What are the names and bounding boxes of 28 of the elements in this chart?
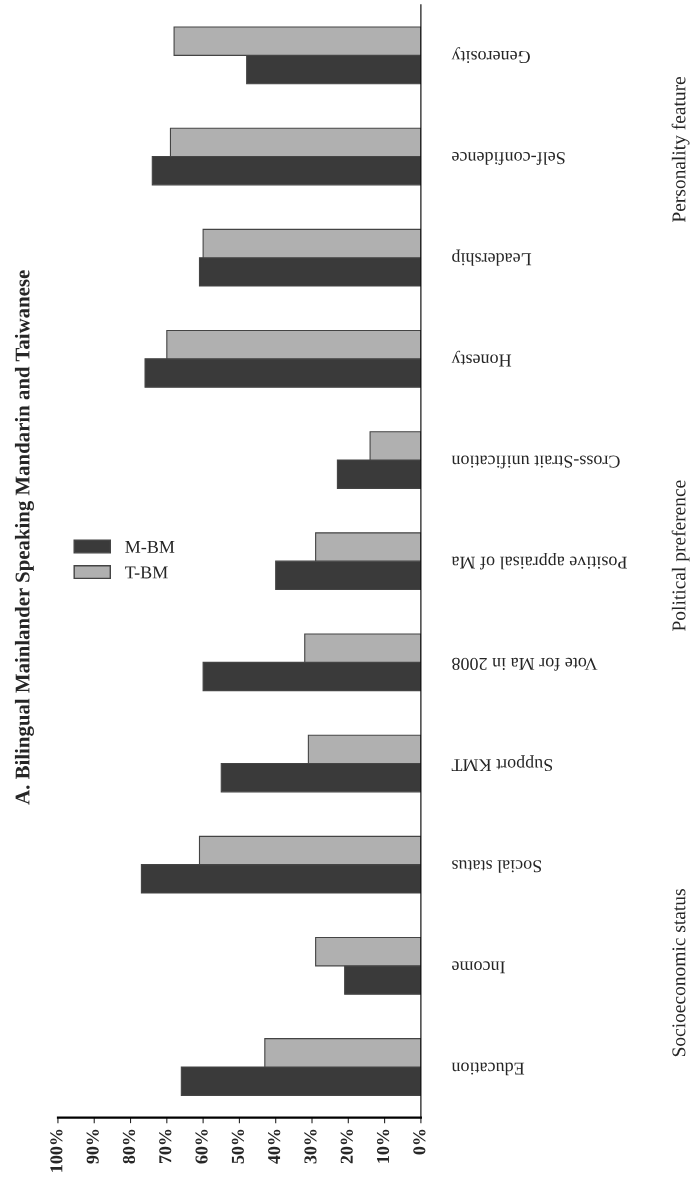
x-tick-label: 90% bbox=[86, 1129, 99, 1164]
text: Personality feature bbox=[671, 76, 690, 223]
x-tick-label: 10% bbox=[376, 1129, 390, 1163]
x-tick-label: 40% bbox=[268, 1129, 281, 1164]
x-tick-label: 80% bbox=[122, 1129, 136, 1164]
y-tick-label: Income bbox=[452, 961, 505, 974]
y-tick-label: Positive appraisal of Ma bbox=[451, 552, 627, 570]
x-tick-label: 0% bbox=[413, 1129, 426, 1155]
text: Socioeconomic status bbox=[672, 889, 686, 1057]
x-tick-label: 70% bbox=[159, 1129, 172, 1164]
x-tick-label: 100% bbox=[50, 1129, 63, 1172]
y-tick-label: Social status bbox=[452, 860, 542, 873]
legend-label: T-BM bbox=[125, 566, 168, 579]
text: Political preference bbox=[671, 480, 690, 631]
x-tick-label: 20% bbox=[340, 1129, 353, 1164]
y-tick-label: Honesty bbox=[451, 350, 512, 367]
y-tick-label: Leadership bbox=[452, 249, 532, 266]
y-tick-label: Education bbox=[451, 1062, 525, 1076]
y-tick-label: Support KMT bbox=[451, 755, 553, 772]
legend-label: M-BM bbox=[125, 541, 175, 553]
y-tick-label: Cross-Strait unification bbox=[451, 455, 620, 469]
x-tick-label: 60% bbox=[195, 1129, 208, 1164]
y-tick-label: Vote for Ma in 2008 bbox=[452, 657, 598, 671]
y-tick-label: Self-confidence bbox=[452, 152, 565, 165]
x-tick-label: 30% bbox=[304, 1129, 317, 1164]
y-tick-label: Generosity bbox=[451, 47, 530, 64]
text: A. Bilingual Mainlander Speaking Mandarin and Taiwanese bbox=[14, 270, 34, 805]
x-tick-label: 50% bbox=[231, 1129, 244, 1164]
